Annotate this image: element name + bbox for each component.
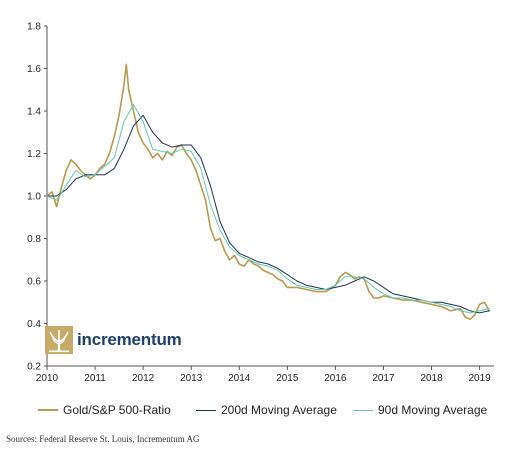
- x-tick-label: 2015: [276, 373, 299, 384]
- y-tick-label: 1.0: [27, 192, 41, 203]
- series-line-90d-moving-average: [46, 104, 490, 314]
- chart-legend: Gold/S&P 500-Ratio 200d Moving Average 9…: [38, 401, 518, 421]
- legend-swatch-gold-sp500: [38, 409, 58, 411]
- x-tick-label: 2012: [132, 373, 155, 384]
- logo-wordmark: incrementum: [77, 330, 182, 349]
- x-tick-label: 2010: [36, 373, 59, 384]
- legend-item-90d-ma: 90d Moving Average: [353, 401, 487, 419]
- x-tick-label: 2014: [228, 373, 251, 384]
- series-line-200d-moving-average: [46, 114, 490, 314]
- series-line-gold-s-p-500-ratio: [46, 63, 491, 321]
- y-tick-label: 0.8: [27, 234, 41, 245]
- legend-swatch-90d-ma: [353, 409, 373, 411]
- x-tick-label: 2016: [324, 373, 347, 384]
- legend-swatch-200d-ma: [196, 409, 216, 411]
- x-tick-label: 2017: [372, 373, 395, 384]
- legend-item-gold-sp500: Gold/S&P 500-Ratio: [38, 401, 171, 419]
- y-tick-label: 1.2: [27, 149, 41, 160]
- y-tick-label: 1.6: [27, 64, 41, 75]
- x-tick-label: 2018: [420, 373, 443, 384]
- y-tick-label: 0.2: [27, 362, 41, 373]
- legend-label-gold-sp500: Gold/S&P 500-Ratio: [63, 403, 171, 417]
- axes-layer: 0.2 0.4 0.6 0.8 1.0 1.2 1.4 1.6 1.8 2010 2011 2012 2…: [27, 22, 494, 384]
- tree-logo-icon: [45, 326, 73, 354]
- series-layer: [46, 63, 491, 321]
- y-tick-label: 1.8: [27, 22, 41, 33]
- legend-label-200d-ma: 200d Moving Average: [221, 403, 337, 417]
- source-note: Sources: Federal Reserve St. Louis, Incr…: [6, 434, 200, 444]
- legend-label-90d-ma: 90d Moving Average: [378, 403, 488, 417]
- y-tick-label: 0.6: [27, 277, 41, 288]
- x-tick-label: 2011: [84, 373, 106, 384]
- x-tick-label: 2013: [180, 373, 203, 384]
- y-tick-label: 0.4: [27, 319, 41, 330]
- incrementum-logo: incrementum: [45, 322, 245, 358]
- y-tick-label: 1.4: [27, 107, 41, 118]
- legend-item-200d-ma: 200d Moving Average: [196, 401, 337, 419]
- x-tick-label: 2019: [468, 373, 491, 384]
